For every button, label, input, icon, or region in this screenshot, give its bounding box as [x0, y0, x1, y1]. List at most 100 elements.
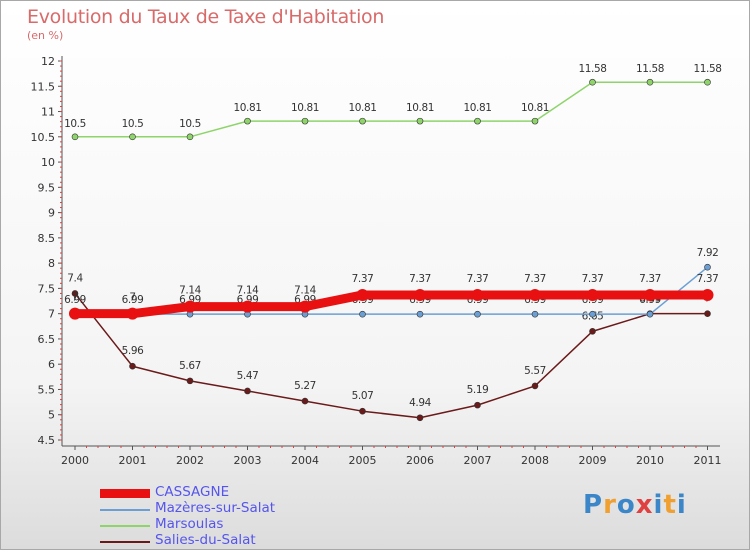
- data-point-maz-res-sur-salat: [359, 310, 366, 318]
- data-label-salies-du-salat: 4.94: [409, 397, 431, 409]
- logo-letter: t: [663, 490, 677, 520]
- legend-swatch: [100, 541, 150, 543]
- data-label-cassagne: 7: [129, 292, 135, 304]
- data-point-cassagne: [701, 288, 714, 301]
- data-point-cassagne: [529, 288, 541, 301]
- legend-label: Marsoulas: [155, 516, 224, 532]
- data-point-marsoulas: [71, 133, 79, 141]
- x-tick-label: 2009: [579, 454, 607, 467]
- data-label-cassagne: 7: [72, 292, 78, 304]
- data-point-salies-du-salat: [244, 387, 251, 395]
- data-point-marsoulas: [416, 117, 424, 125]
- data-point-marsoulas: [589, 78, 596, 86]
- x-tick-label: 2006: [406, 454, 434, 467]
- data-point-salies-du-salat: [301, 397, 309, 405]
- data-point-marsoulas: [359, 117, 366, 125]
- logo-letter: i: [676, 490, 687, 520]
- data-label-marsoulas: 10.81: [291, 102, 319, 114]
- data-label-cassagne: 7.14: [237, 285, 259, 297]
- data-label-cassagne: 7.14: [294, 285, 316, 297]
- logo-letter: x: [635, 490, 654, 520]
- data-point-cassagne: [644, 288, 656, 301]
- data-point-cassagne: [126, 307, 139, 320]
- data-point-cassagne: [69, 307, 81, 320]
- data-point-cassagne: [184, 300, 196, 313]
- x-tick-label: 2005: [349, 454, 377, 467]
- y-tick-label: 10: [41, 156, 55, 169]
- data-label-maz-res-sur-salat: 6.99: [122, 294, 144, 306]
- data-point-salies-du-salat: [704, 310, 711, 317]
- data-label-salies-du-salat: 5.47: [237, 370, 259, 382]
- chart-subtitle: (en %): [27, 29, 64, 42]
- data-point-maz-res-sur-salat: [646, 310, 654, 318]
- data-label-marsoulas: 10.81: [406, 102, 434, 114]
- data-point-cassagne: [241, 300, 254, 313]
- data-label-salies-du-salat: 7.4: [67, 272, 83, 284]
- data-label-salies-du-salat: 5.96: [122, 345, 144, 357]
- y-tick-label: 7: [48, 308, 55, 321]
- data-point-maz-res-sur-salat: [474, 310, 481, 318]
- data-label-marsoulas: 11.58: [578, 63, 606, 75]
- data-label-cassagne: 7.37: [409, 273, 431, 285]
- y-tick-label: 5.5: [38, 383, 56, 396]
- data-label-cassagne: 7.37: [697, 273, 719, 285]
- data-point-cassagne: [471, 288, 484, 301]
- data-label-marsoulas: 10.5: [179, 118, 201, 130]
- logo-letter: o: [616, 490, 636, 520]
- data-point-marsoulas: [244, 117, 251, 125]
- data-point-maz-res-sur-salat: [589, 310, 596, 318]
- y-tick-label: 11: [41, 106, 55, 119]
- series-line-marsoulas: [75, 81, 708, 138]
- x-tick-label: 2002: [176, 454, 204, 467]
- legend-label: CASSAGNE: [155, 484, 230, 500]
- x-tick-label: 2011: [694, 454, 722, 467]
- y-tick-label: 8: [48, 257, 55, 270]
- x-tick-label: 2008: [521, 454, 549, 467]
- x-tick-label: 2001: [119, 454, 147, 467]
- data-label-marsoulas: 10.5: [122, 118, 144, 130]
- series-line-salies-du-salat: [74, 292, 708, 419]
- logo-letter: P: [583, 490, 604, 520]
- data-label-cassagne: 7.37: [582, 273, 604, 285]
- data-label-salies-du-salat: 5.67: [179, 360, 201, 372]
- data-label-salies-du-salat: 5.19: [467, 384, 489, 396]
- y-tick-label: 9.5: [38, 181, 56, 194]
- legend-label: Mazères-sur-Salat: [155, 500, 276, 516]
- chart-title: Evolution du Taux de Taxe d'Habitation: [27, 6, 385, 28]
- data-point-salies-du-salat: [71, 290, 79, 297]
- x-tick-label: 2003: [234, 454, 262, 467]
- legend-swatch: [100, 525, 150, 527]
- data-label-cassagne: 7.37: [352, 273, 374, 285]
- data-label-maz-res-sur-salat: 7.92: [697, 247, 719, 259]
- data-point-marsoulas: [474, 117, 481, 125]
- data-label-marsoulas: 11.58: [693, 63, 721, 75]
- logo-letter: i: [653, 490, 664, 520]
- data-point-marsoulas: [301, 117, 309, 125]
- y-tick-label: 7.5: [38, 282, 56, 295]
- x-tick-label: 2004: [291, 454, 319, 467]
- y-tick-label: 10.5: [31, 131, 56, 144]
- data-point-cassagne: [299, 300, 311, 313]
- data-point-cassagne: [586, 288, 599, 301]
- data-label-cassagne: 7.14: [179, 285, 201, 297]
- data-label-cassagne: 7.37: [639, 273, 661, 285]
- y-tick-label: 11.5: [31, 80, 56, 93]
- y-tick-label: 6.5: [38, 333, 56, 346]
- data-point-marsoulas: [531, 117, 539, 125]
- data-point-marsoulas: [186, 133, 194, 141]
- logo-letter: r: [603, 490, 617, 520]
- data-point-salies-du-salat: [129, 362, 136, 370]
- data-point-cassagne: [414, 288, 426, 301]
- data-label-marsoulas: 10.81: [463, 102, 491, 114]
- data-label-salies-du-salat: 5.57: [524, 365, 546, 377]
- data-label-salies-du-salat: 5.07: [352, 390, 374, 402]
- x-tick-label: 2007: [464, 454, 492, 467]
- y-tick-label: 9: [48, 207, 55, 220]
- y-tick-label: 8.5: [38, 232, 56, 245]
- data-point-salies-du-salat: [474, 401, 481, 409]
- legend-swatch: [100, 489, 150, 498]
- x-tick-label: 2010: [636, 454, 664, 467]
- data-point-maz-res-sur-salat: [416, 310, 424, 318]
